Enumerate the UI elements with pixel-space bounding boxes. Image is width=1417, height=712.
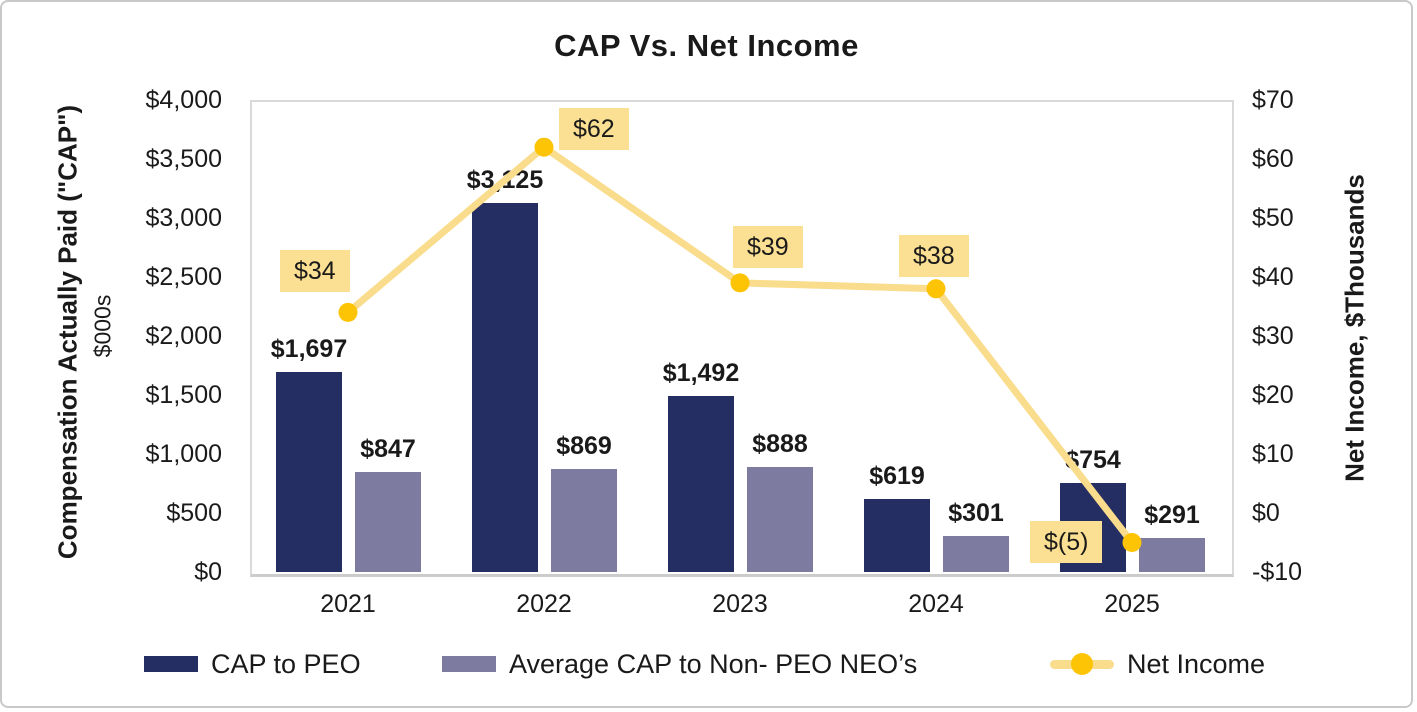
legend: CAP to PEO Average CAP to Non- PEO NEO’s…: [2, 646, 1411, 686]
legend-swatch-average-cap: [442, 656, 496, 672]
legend-item-average-cap: Average CAP to Non- PEO NEO’s: [442, 646, 917, 682]
left-axis-tick: $0: [194, 558, 222, 586]
x-axis-label: 2025: [1104, 590, 1160, 618]
bar-average-cap: [943, 536, 1009, 572]
bar-value-label: $754: [1065, 446, 1121, 475]
bar-value-label: $869: [556, 432, 612, 461]
right-axis-tick: $10: [1252, 440, 1294, 468]
x-axis-label: 2024: [908, 590, 964, 618]
left-axis-tick: $2,500: [145, 263, 222, 291]
left-axis-tick: $4,000: [145, 86, 222, 114]
legend-label-cap-to-peo: CAP to PEO: [211, 648, 361, 679]
bar-average-cap: [1139, 537, 1205, 572]
bar-cap-to-peo: [668, 395, 734, 572]
legend-item-net-income: Net Income: [1050, 646, 1265, 682]
bar-average-cap: [355, 472, 421, 572]
left-axis-tick: $3,500: [145, 145, 222, 173]
bar-average-cap: [551, 469, 617, 572]
right-axis-tick: $60: [1252, 145, 1294, 173]
legend-label-average-cap: Average CAP to Non- PEO NEO’s: [509, 648, 918, 679]
bar-average-cap: [747, 467, 813, 572]
left-axis-tick: $1,500: [145, 381, 222, 409]
net-income-value-label: $39: [733, 225, 803, 268]
right-axis-tick: $70: [1252, 86, 1294, 114]
bar-value-label: $1,697: [270, 334, 348, 363]
bar-value-label: $888: [752, 430, 808, 459]
legend-swatch-cap-to-peo: [144, 656, 198, 672]
x-axis-label: 2023: [712, 590, 768, 618]
bar-value-label: $847: [360, 435, 416, 464]
x-axis-label: 2022: [516, 590, 572, 618]
right-axis-tick: -$10: [1252, 558, 1303, 586]
bar-value-label: $3,125: [466, 166, 544, 195]
right-axis-tick: $30: [1252, 322, 1294, 350]
bar-cap-to-peo: [276, 371, 342, 572]
bar-value-label: $1,492: [662, 358, 740, 387]
bar-value-label: $291: [1144, 500, 1200, 529]
legend-marker-dot: [1071, 653, 1093, 675]
net-income-value-label: $38: [899, 234, 969, 277]
legend-item-cap-to-peo: CAP to PEO: [144, 646, 361, 682]
bar-value-label: $619: [869, 461, 925, 490]
x-axis-label: 2021: [320, 590, 376, 618]
bar-cap-to-peo: [472, 203, 538, 572]
net-income-value-label: $34: [280, 250, 350, 293]
left-axis-tick: $2,000: [145, 322, 222, 350]
left-axis-tick: $1,000: [145, 440, 222, 468]
right-axis-tick: $20: [1252, 381, 1294, 409]
left-axis-tick: $3,000: [145, 204, 222, 232]
legend-label-net-income: Net Income: [1127, 648, 1266, 679]
right-axis-tick: $40: [1252, 263, 1294, 291]
net-income-value-label: $(5): [1030, 520, 1103, 563]
legend-swatch-net-income-line: [1050, 653, 1114, 675]
chart-title: CAP Vs. Net Income: [554, 28, 859, 63]
right-axis-tick: $0: [1252, 499, 1280, 527]
right-axis-tick: $50: [1252, 204, 1294, 232]
net-income-value-label: $62: [559, 108, 629, 151]
left-axis-tick: $500: [166, 499, 222, 527]
